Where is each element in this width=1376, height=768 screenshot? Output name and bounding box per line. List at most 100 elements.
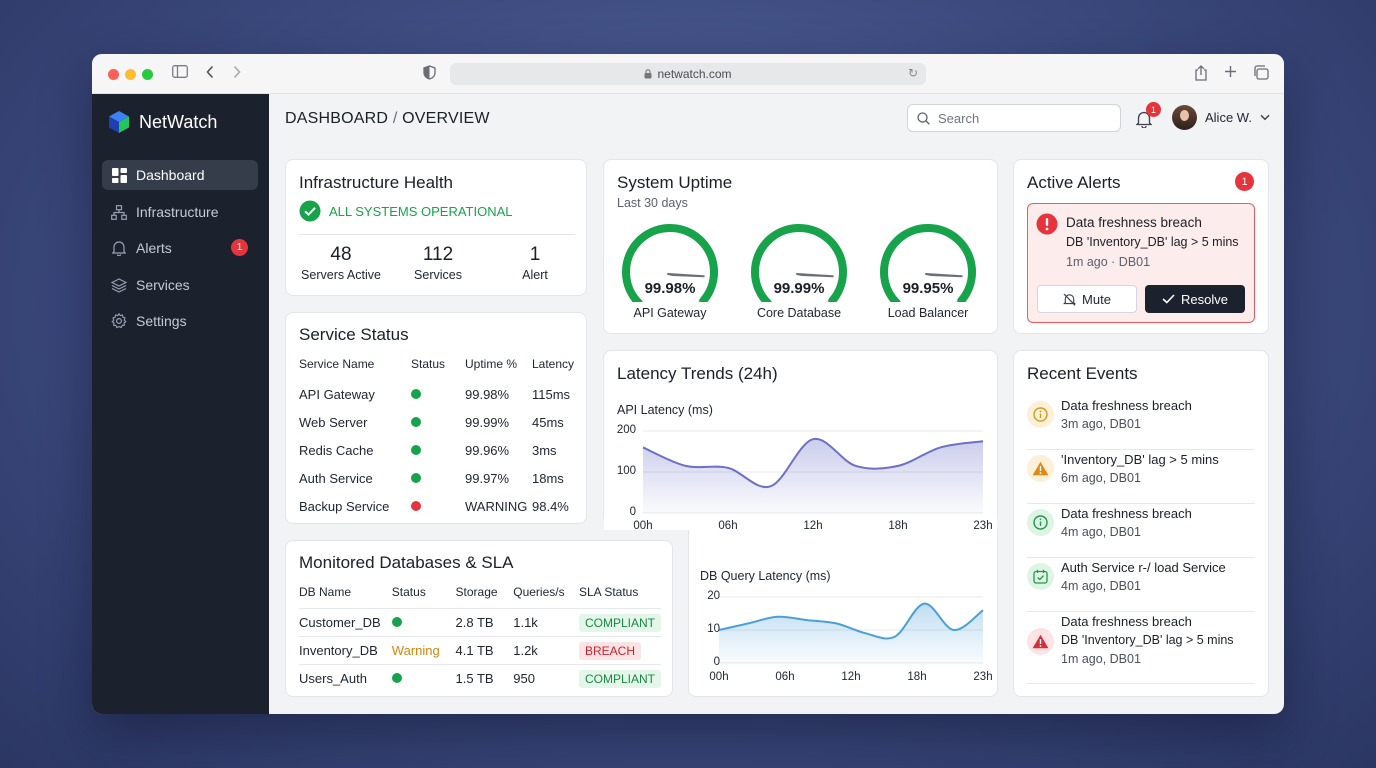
- chart-title: API Latency (ms): [617, 403, 713, 417]
- forward-icon[interactable]: [232, 65, 242, 84]
- storage-value: 2.8 TB: [455, 615, 494, 630]
- x-tick-label: 12h: [803, 520, 823, 532]
- breadcrumb-separator: /: [392, 110, 398, 127]
- column-header[interactable]: Status: [391, 585, 426, 599]
- event-title: Data freshness breach: [1061, 614, 1192, 629]
- gauge-value: 99.95%: [902, 280, 954, 297]
- column-header[interactable]: Queries/s: [513, 585, 565, 599]
- event-item[interactable]: Data freshness breach 4m ago, DB01: [1027, 504, 1255, 558]
- x-tick-label: 06h: [775, 671, 795, 683]
- alert-exclamation-icon: [1036, 213, 1058, 235]
- sidebar-item-label: Settings: [136, 313, 187, 329]
- latency-value: 115ms: [532, 386, 571, 402]
- reload-icon[interactable]: ↻: [907, 66, 918, 80]
- column-header[interactable]: Storage: [455, 585, 498, 599]
- breadcrumb-dashboard[interactable]: DASHBOARD: [285, 110, 389, 127]
- column-header[interactable]: Uptime %: [465, 357, 518, 371]
- table-row[interactable]: Users_Auth 1.5 TB 950 COMPLIANT: [299, 664, 661, 693]
- brand-name: NetWatch: [139, 111, 218, 132]
- event-item[interactable]: 'Inventory_DB' lag > 5 mins 6m ago, DB01: [1027, 450, 1255, 504]
- table-row[interactable]: Customer_DB 2.8 TB 1.1k COMPLIANT: [299, 608, 661, 637]
- stat-alerts[interactable]: 1 Alert: [480, 244, 590, 282]
- line-chart: [642, 430, 984, 514]
- zoom-window-button[interactable]: [142, 69, 153, 80]
- user-name: Alice W.: [1205, 110, 1252, 125]
- y-tick-label: 100: [616, 465, 636, 477]
- sla-cell: BREACH: [578, 637, 661, 665]
- card-title: Infrastructure Health: [299, 173, 454, 192]
- system-status: ALL SYSTEMS OPERATIONAL: [299, 200, 513, 222]
- sidebar-item-alerts[interactable]: Alerts 1: [102, 233, 258, 263]
- stat-value: 1: [529, 244, 541, 265]
- table-row[interactable]: Redis Cache 99.96% 3ms: [299, 436, 577, 464]
- table-row[interactable]: Auth Service 99.97% 18ms: [299, 464, 577, 492]
- card-title: Latency Trends (24h): [617, 364, 778, 383]
- warning-icon: [1027, 455, 1054, 482]
- sidebar-item-settings[interactable]: Settings: [102, 306, 258, 336]
- brand[interactable]: NetWatch: [108, 110, 217, 134]
- y-tick-label: 20: [707, 590, 720, 602]
- storage-value: 4.1 TB: [455, 643, 494, 658]
- service-name: API Gateway: [299, 386, 375, 402]
- event-title: Data freshness breach: [1061, 506, 1192, 521]
- event-title: Auth Service r-/ load Service: [1061, 560, 1226, 575]
- column-header[interactable]: Status: [411, 357, 446, 371]
- status-text: ALL SYSTEMS OPERATIONAL: [329, 203, 513, 219]
- x-tick-label: 18h: [888, 520, 908, 532]
- status-dot: [391, 617, 402, 627]
- column-header[interactable]: DB Name: [299, 585, 352, 599]
- event-item[interactable]: Data freshness breach 3m ago, DB01: [1027, 396, 1255, 450]
- sla-cell: COMPLIANT: [578, 665, 661, 693]
- gear-icon: [111, 313, 127, 329]
- close-window-button[interactable]: [108, 69, 119, 80]
- table-row[interactable]: API Gateway 99.98% 115ms: [299, 380, 577, 408]
- shield-icon[interactable]: [423, 65, 436, 85]
- table-row[interactable]: Web Server 99.99% 45ms: [299, 408, 577, 436]
- user-menu[interactable]: Alice W.: [1172, 105, 1270, 130]
- bell-off-icon: [1063, 293, 1076, 306]
- uptime-gauge: 99.98% API Gateway: [620, 222, 730, 322]
- storage-value: 1.5 TB: [455, 671, 494, 687]
- event-item[interactable]: Data freshness breach DB 'Inventory_DB' l…: [1027, 612, 1255, 684]
- check-circle-icon: [299, 200, 321, 222]
- latency-trends-card-lower: [688, 524, 998, 697]
- y-tick-label: 0: [713, 656, 720, 668]
- service-name: Web Server: [299, 414, 368, 430]
- search-input[interactable]: Search: [907, 104, 1121, 132]
- column-header[interactable]: Service Name: [299, 357, 375, 371]
- share-icon[interactable]: [1194, 65, 1208, 86]
- network-icon: [111, 204, 127, 220]
- column-header[interactable]: Latency: [532, 357, 575, 371]
- gauge-fill: [880, 224, 976, 308]
- gauge-arc: [880, 224, 976, 308]
- stat-label: Servers Active: [301, 268, 381, 282]
- event-meta: 6m ago, DB01: [1061, 471, 1141, 485]
- x-tick-label: 23h: [973, 520, 993, 532]
- breadcrumb-overview: OVERVIEW: [402, 110, 490, 127]
- tabs-overview-icon[interactable]: [1253, 65, 1269, 85]
- latency-value: 45ms: [532, 414, 564, 430]
- mute-button[interactable]: Mute: [1037, 285, 1137, 313]
- address-bar[interactable]: netwatch.com ↻: [450, 63, 926, 85]
- sidebar-item-services[interactable]: Services: [102, 270, 258, 300]
- sidebar: NetWatch Dashboard Infrastructure Alerts…: [92, 94, 269, 714]
- dashboard-icon: [111, 167, 127, 183]
- card-title: Recent Events: [1027, 364, 1138, 383]
- sidebar-item-infrastructure[interactable]: Infrastructure: [102, 197, 258, 227]
- new-tab-icon[interactable]: [1224, 65, 1237, 83]
- table-row[interactable]: Inventory_DB Warning 4.1 TB 1.2k BREACH: [299, 636, 661, 665]
- gauge-arc: [751, 224, 847, 308]
- minimize-window-button[interactable]: [125, 69, 136, 80]
- card-title: Service Status: [299, 325, 409, 344]
- table-row[interactable]: Backup Service WARNING 98.4%: [299, 492, 577, 520]
- back-icon[interactable]: [205, 65, 215, 84]
- sidebar-toggle-icon[interactable]: [172, 65, 188, 83]
- sidebar-item-dashboard[interactable]: Dashboard: [102, 160, 258, 190]
- event-item[interactable]: Auth Service r-/ load Service 4m ago, DB0…: [1027, 558, 1255, 612]
- url-text: netwatch.com: [657, 67, 732, 81]
- service-name: Backup Service: [299, 498, 390, 514]
- resolve-button[interactable]: Resolve: [1145, 285, 1245, 313]
- gauge-value: 99.99%: [773, 280, 825, 297]
- event-text: 'Inventory_DB' lag > 5 mins 6m ago, DB01: [1061, 450, 1219, 488]
- column-header[interactable]: SLA Status: [578, 585, 639, 599]
